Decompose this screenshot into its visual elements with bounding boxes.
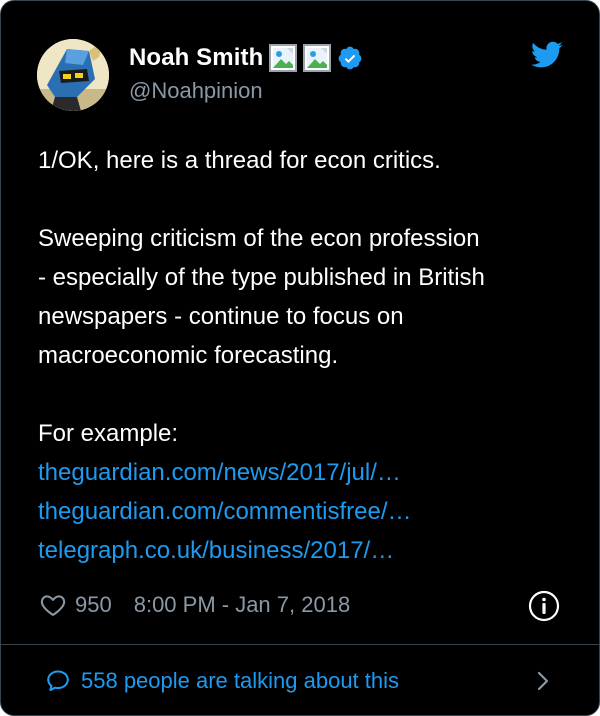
tweet-paragraph: 1/OK, here is a thread for econ critics.: [38, 147, 441, 174]
tweet-link[interactable]: theguardian.com/news/2017/jul/…: [38, 459, 401, 486]
tweet-meta-row: 950 8:00 PM - Jan 7, 2018: [39, 589, 350, 621]
broken-image-icon: [269, 44, 298, 72]
paragraph-gap: [38, 375, 578, 414]
tweet-line: - especially of the type published in Br…: [38, 264, 485, 291]
twitter-bird-icon[interactable]: [531, 41, 563, 69]
heart-icon[interactable]: [39, 591, 67, 619]
broken-image-icon: [303, 44, 332, 72]
tweet-timestamp[interactable]: 8:00 PM - Jan 7, 2018: [133, 592, 351, 617]
info-icon[interactable]: [528, 590, 560, 622]
like-count[interactable]: 950: [75, 592, 112, 617]
divider: [1, 644, 599, 645]
tweet-text: 1/OK, here is a thread for econ critics.…: [38, 141, 578, 570]
avatar[interactable]: [37, 39, 109, 111]
verified-badge-icon: [337, 45, 363, 71]
tweet-link[interactable]: telegraph.co.uk/business/2017/…: [38, 537, 395, 564]
tweet-line: newspapers - continue to focus on: [38, 303, 404, 330]
tweet-link[interactable]: theguardian.com/commentisfree/…: [38, 498, 412, 525]
talking-about-label: 558 people are talking about this: [81, 668, 400, 693]
tweet-line: macroeconomic forecasting.: [38, 342, 339, 369]
author-handle[interactable]: @Noahpinion: [129, 78, 263, 103]
tweet-line: Sweeping criticism of the econ professio…: [38, 225, 480, 252]
author-name-row: Noah Smith: [129, 41, 363, 75]
paragraph-gap: [38, 180, 578, 219]
tweet-paragraph: For example:: [38, 420, 179, 447]
chevron-right-icon[interactable]: [533, 669, 553, 693]
author-display-name[interactable]: Noah Smith: [129, 44, 264, 71]
speech-bubble-icon: [45, 668, 71, 694]
talking-about-link[interactable]: 558 people are talking about this: [45, 665, 399, 697]
